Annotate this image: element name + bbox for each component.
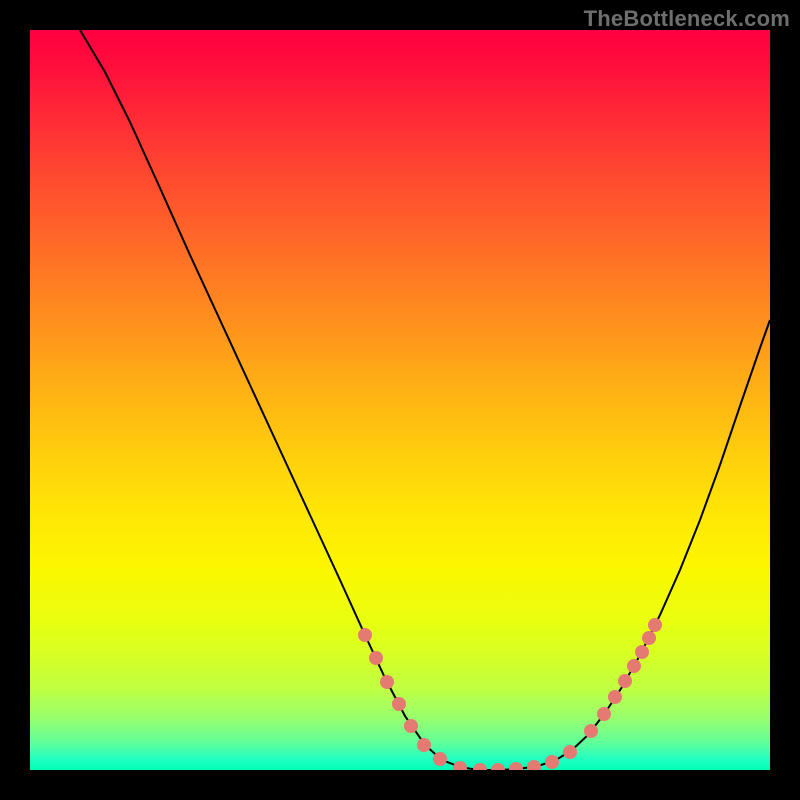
data-marker [563,745,577,759]
data-marker [618,674,632,688]
data-marker [627,659,641,673]
chart-plot [30,30,770,770]
data-marker [584,724,598,738]
data-marker [392,697,406,711]
data-marker [369,651,383,665]
data-marker [545,755,559,769]
watermark-text: TheBottleneck.com [584,6,790,32]
data-marker [648,618,662,632]
data-marker [608,690,622,704]
data-marker [417,738,431,752]
data-marker [380,675,394,689]
chart-background [30,30,770,770]
data-marker [433,752,447,766]
data-marker [597,707,611,721]
data-marker [404,719,418,733]
data-marker [635,645,649,659]
stage: TheBottleneck.com [0,0,800,800]
data-marker [358,628,372,642]
data-marker [642,631,656,645]
